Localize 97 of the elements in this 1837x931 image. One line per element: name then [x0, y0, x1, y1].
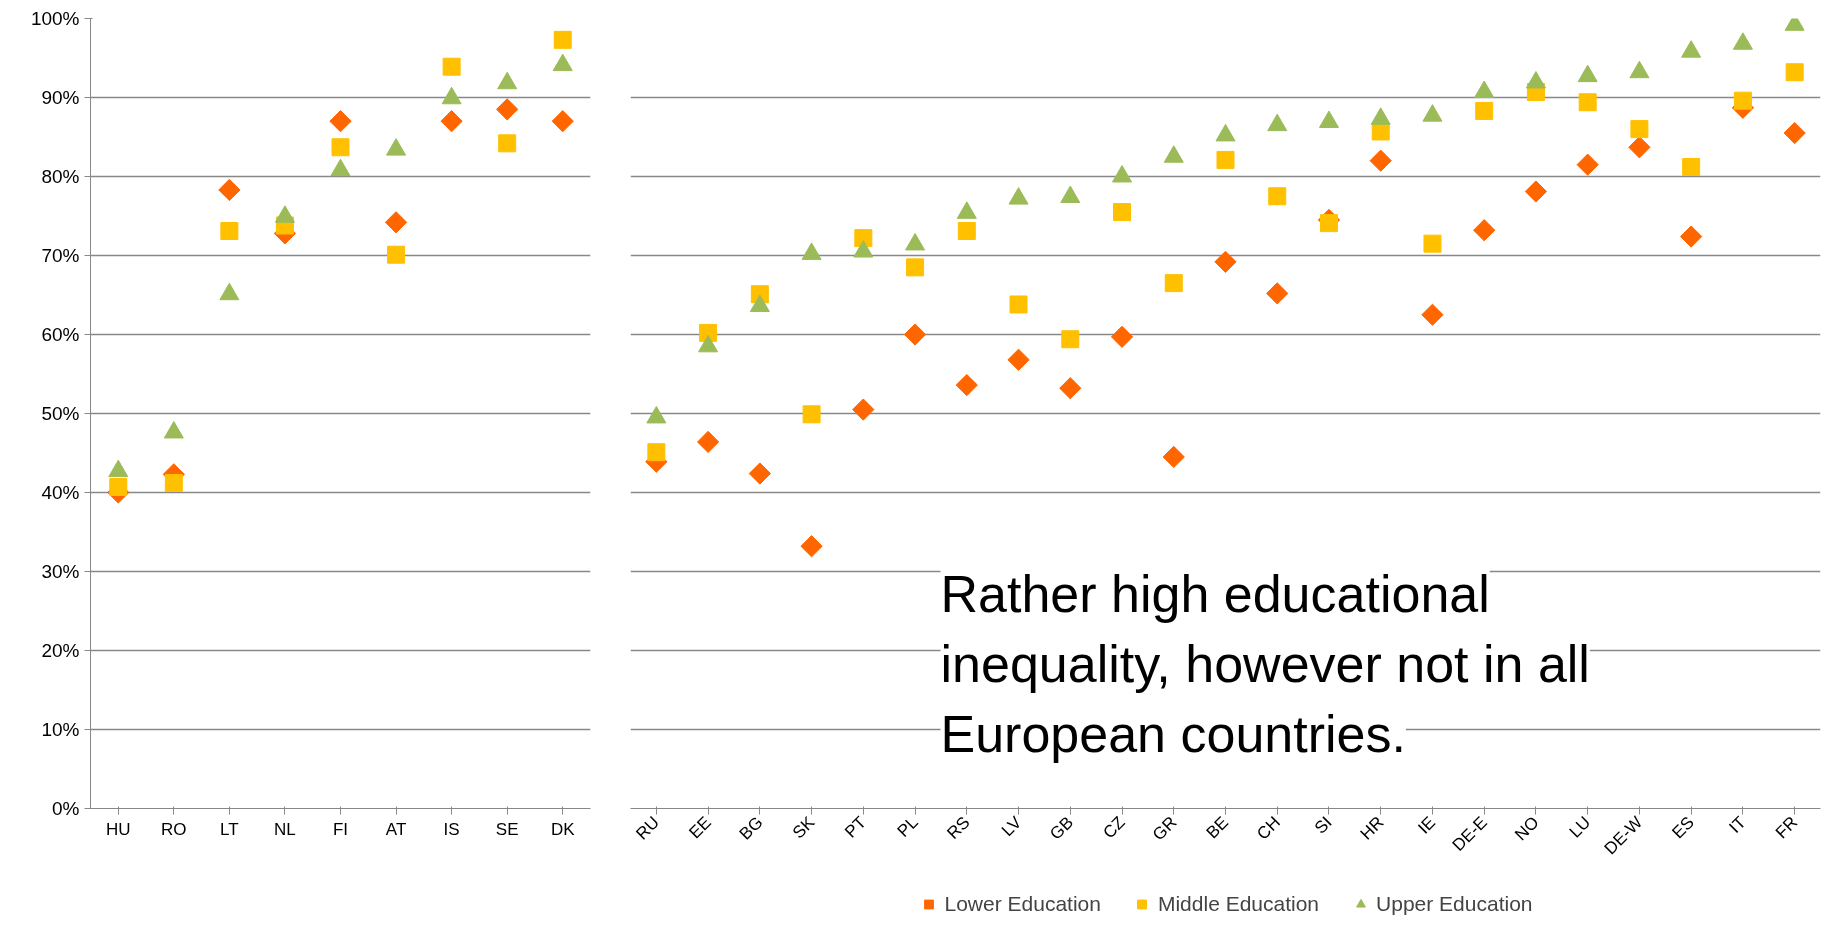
x-tick-label: HU — [106, 819, 131, 839]
point — [1009, 295, 1028, 314]
x-tick-label: FI — [332, 819, 349, 839]
x-tick-label: HR — [1356, 812, 1388, 844]
y-tick-label: 60% — [41, 324, 80, 345]
annotation: Rather high educational inequality, however not in all European countries. — [940, 564, 1590, 763]
point — [496, 98, 519, 121]
x-tick-label: BG — [735, 812, 767, 844]
point — [903, 323, 927, 346]
point — [1473, 219, 1496, 242]
point — [1421, 303, 1444, 326]
x-tick-label: PL — [893, 812, 922, 841]
point — [1214, 250, 1237, 273]
x-tick-label: CH — [1253, 812, 1284, 844]
x-tick-label: SE — [495, 819, 519, 839]
point — [1319, 214, 1338, 233]
y-tick-label: 90% — [41, 87, 80, 108]
point — [1268, 187, 1287, 206]
x-tick-label: FR — [1771, 812, 1802, 843]
point — [802, 405, 821, 424]
point — [1113, 203, 1132, 222]
point — [164, 474, 183, 493]
x-tick-label: RS — [943, 812, 974, 843]
point — [1785, 63, 1804, 82]
x-tick-label: NO — [1511, 812, 1543, 845]
x-tick-label: SK — [788, 812, 819, 843]
x-tick-label: DK — [550, 819, 576, 839]
x-tick-label: ES — [1668, 812, 1698, 843]
x-tick-label: EE — [685, 812, 715, 843]
x-tick-label: SI — [1310, 812, 1336, 838]
point — [852, 398, 875, 421]
x-tick-label: RU — [632, 812, 664, 844]
y-tick-label: 40% — [41, 482, 80, 503]
point — [498, 134, 517, 153]
x-tick-label: BE — [1202, 812, 1233, 843]
point — [1369, 149, 1392, 172]
legend-label: Middle Education — [1157, 892, 1320, 916]
point — [442, 57, 461, 76]
x-tick-label: IE — [1414, 812, 1440, 838]
y-tick-label: 80% — [41, 166, 80, 187]
point — [1578, 93, 1597, 112]
y-tick-label: 50% — [41, 403, 80, 424]
y-tick-label: 30% — [41, 561, 80, 582]
x-tick-label: LV — [998, 812, 1026, 841]
point — [1007, 348, 1030, 371]
point — [1423, 234, 1442, 253]
point — [1164, 274, 1183, 293]
legend-label: Lower Education — [944, 892, 1101, 916]
point — [1110, 325, 1134, 348]
point — [800, 535, 823, 558]
point — [1630, 120, 1649, 139]
point — [384, 211, 408, 234]
point — [748, 462, 771, 485]
point — [218, 178, 241, 202]
point — [1576, 153, 1599, 176]
x-tick-label: PT — [841, 812, 871, 842]
point — [220, 222, 239, 241]
y-tick-label: 20% — [41, 640, 80, 661]
point — [1680, 225, 1703, 248]
point — [697, 430, 720, 454]
point — [955, 373, 978, 397]
point — [647, 443, 666, 462]
x-tick-label: IS — [443, 819, 460, 839]
point — [1266, 282, 1289, 305]
point — [957, 222, 976, 241]
point — [1733, 91, 1752, 110]
point — [551, 110, 574, 133]
point — [329, 110, 352, 133]
point — [1216, 150, 1235, 169]
legend-label: Upper Education — [1376, 892, 1533, 916]
y-tick-label: 0% — [52, 798, 80, 819]
point — [1783, 121, 1806, 145]
point — [331, 138, 350, 157]
y-tick-label: 10% — [41, 719, 80, 740]
x-tick-label: GB — [1046, 812, 1077, 844]
x-tick-label: LU — [1565, 812, 1595, 842]
point — [1162, 445, 1185, 469]
point — [109, 477, 128, 496]
point — [1059, 377, 1082, 400]
point — [906, 258, 925, 277]
x-tick-label: AT — [385, 819, 407, 839]
x-tick-label: CZ — [1099, 812, 1129, 843]
point — [1524, 180, 1548, 203]
point — [440, 110, 463, 133]
point — [1475, 101, 1494, 120]
x-tick-label: NL — [274, 819, 296, 839]
point — [1628, 136, 1651, 159]
y-tick-label: 70% — [41, 245, 80, 266]
point — [1682, 158, 1701, 177]
y-tick-label: 100% — [30, 8, 80, 29]
point — [553, 30, 572, 49]
x-tick-label: RO — [161, 819, 187, 839]
x-tick-label: LT — [220, 819, 239, 839]
point — [387, 245, 406, 264]
x-tick-label: GR — [1149, 812, 1181, 845]
point — [1061, 330, 1080, 349]
x-tick-label: IT — [1725, 812, 1750, 837]
